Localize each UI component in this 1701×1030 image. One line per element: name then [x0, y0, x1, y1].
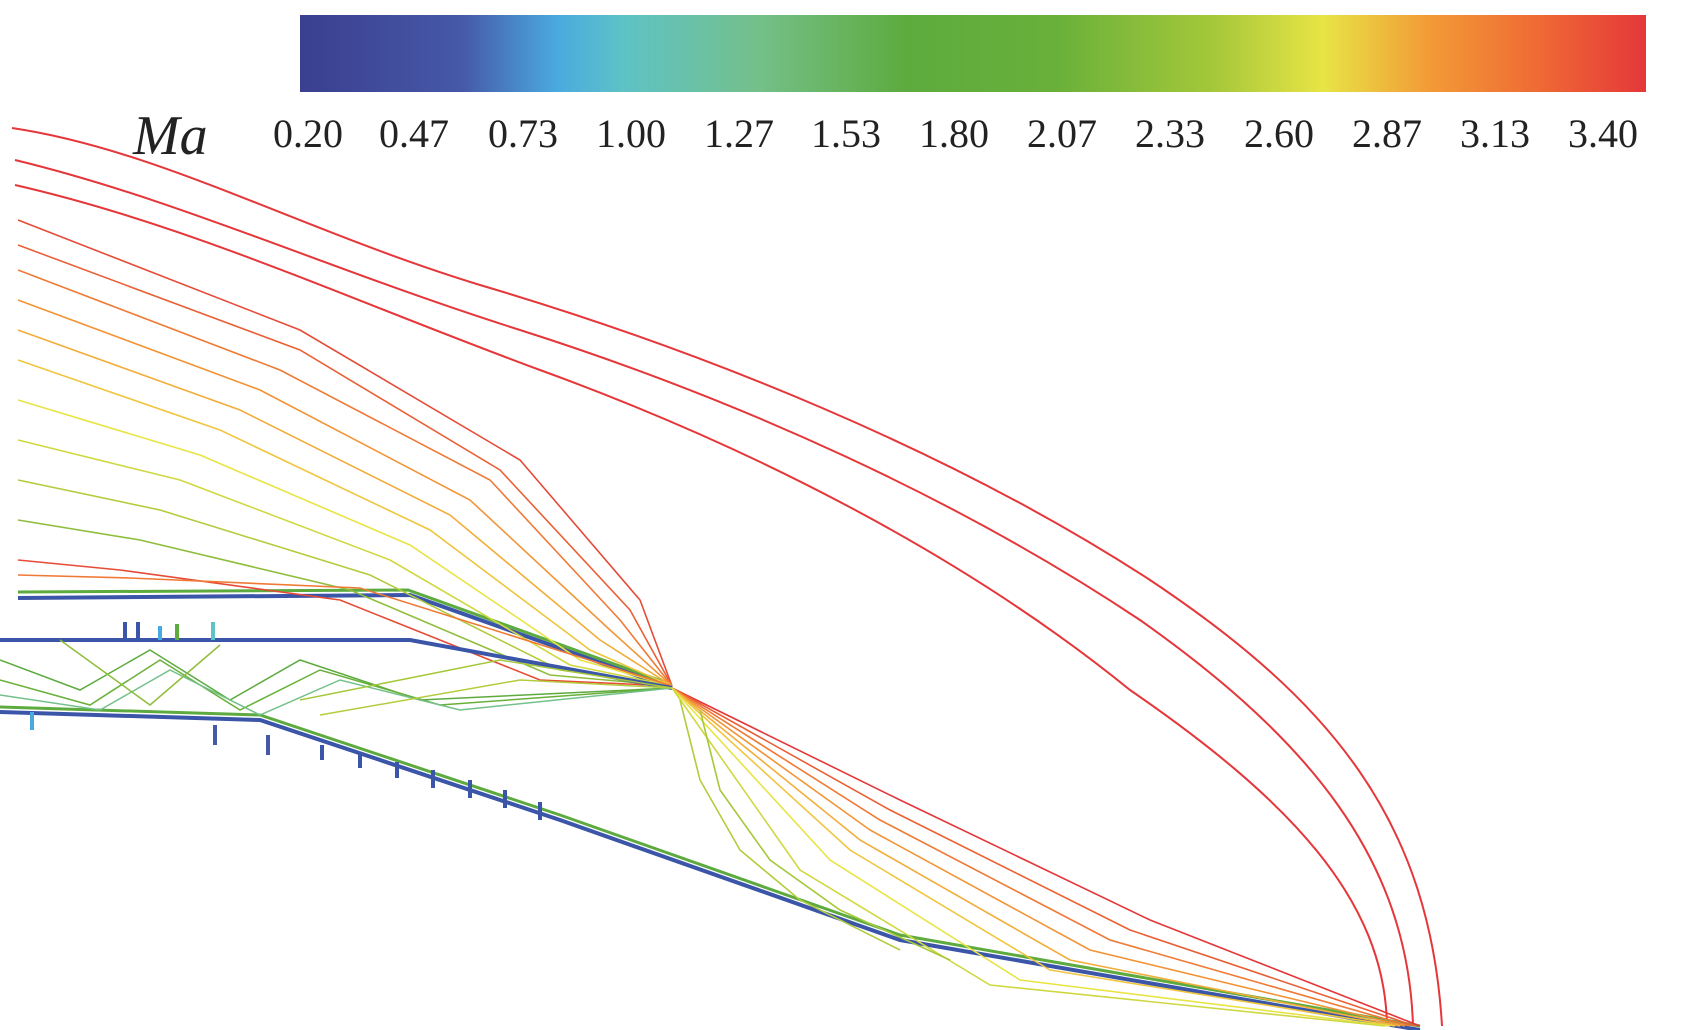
colorbar-tick: 2.87: [1352, 111, 1422, 156]
duct-contours: [0, 639, 673, 716]
colorbar-tick: 0.47: [379, 111, 449, 156]
colorbar-tick: 0.73: [488, 111, 558, 156]
colorbar-tick: 2.60: [1244, 111, 1314, 156]
colorbar-tick: 1.27: [704, 111, 774, 156]
colorbar-tick: 0.20: [273, 111, 343, 156]
colorbar-tick: 2.33: [1135, 111, 1205, 156]
ramp-surface: [0, 638, 1421, 1030]
colorbar-title: Ma: [133, 105, 208, 167]
cowl-contour-fan: [17, 219, 673, 687]
colorbar-tick: 1.00: [596, 111, 666, 156]
colorbar-tick: 3.13: [1460, 111, 1530, 156]
colorbar-tick: 3.40: [1568, 111, 1638, 156]
colorbar-tick: 1.53: [811, 111, 881, 156]
colorbar-tick: 1.80: [919, 111, 989, 156]
colorbar-tick: 2.07: [1027, 111, 1097, 156]
mach-colorbar: [300, 15, 1646, 92]
ramp-contour-fan: [671, 687, 1421, 1027]
pressure-taps: [30, 622, 542, 820]
bow-shock-contours: [11, 127, 1443, 1027]
